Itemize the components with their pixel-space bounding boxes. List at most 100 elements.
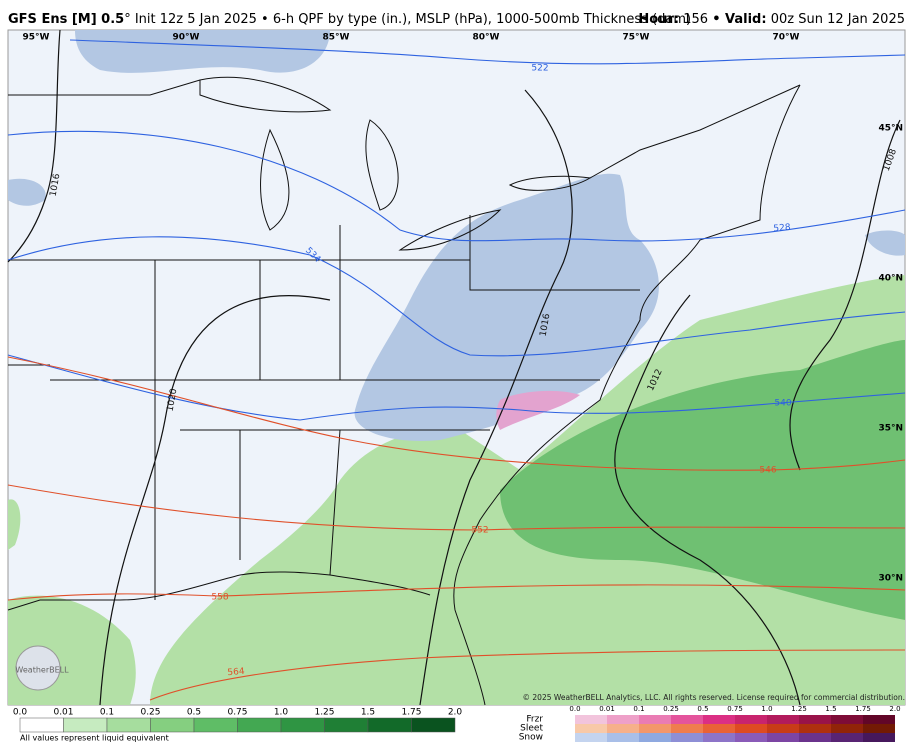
type-swatch (703, 724, 735, 733)
precip-type: Frzr (526, 715, 543, 725)
thickness-label: 564 (227, 667, 245, 678)
lon-label: 95°W (23, 33, 50, 43)
precip-type: Sleet (520, 724, 543, 734)
rain-tick: 2.0 (448, 708, 463, 718)
thickness-label: 522 (531, 64, 548, 74)
thickness-label: 540 (774, 399, 791, 409)
model: GFS Ens [M] 0.5 (8, 12, 124, 27)
rain-tick: 0.25 (140, 708, 160, 718)
type-swatch (607, 733, 639, 742)
precip-type: Snow (519, 733, 543, 743)
copyright: © 2025 WeatherBELL Analytics, LLC. All r… (523, 693, 905, 702)
title: GFS Ens [M] 0.5° Init 12z 5 Jan 2025 • 6… (8, 12, 691, 27)
rain-tick: 0.01 (53, 708, 73, 718)
type-tick: 1.25 (791, 705, 807, 713)
type-swatch (671, 733, 703, 742)
rain-swatch (193, 717, 238, 733)
type-swatch (831, 724, 863, 733)
borders (7, 76, 801, 706)
thickness (7, 39, 906, 701)
type-swatch (863, 733, 895, 742)
type-swatch (799, 715, 831, 724)
thickness-label: 552 (471, 526, 488, 536)
rain-tick: 0.1 (100, 708, 114, 718)
type-swatch (639, 724, 671, 733)
rain-swatch (324, 717, 369, 733)
type-swatch (607, 724, 639, 733)
rain-swatch (63, 717, 108, 733)
lon-label: 90°W (173, 33, 200, 43)
type-swatch (767, 715, 799, 724)
map: WeatherBELL © 2025 WeatherBELL Analytics… (7, 29, 906, 706)
type-tick: 2.0 (889, 705, 900, 713)
logo-mark (15, 645, 61, 691)
lon-label: 80°W (473, 33, 500, 43)
rain-tick: 1.25 (314, 708, 334, 718)
type-swatch (703, 733, 735, 742)
isobar-label: 1016 (539, 313, 553, 338)
thickness-label: 558 (211, 593, 228, 603)
type-swatch (799, 733, 831, 742)
lon-label: 75°W (623, 33, 650, 43)
type-swatch (767, 724, 799, 733)
lon-label: 70°W (773, 33, 800, 43)
type-swatch (575, 724, 607, 733)
rain-swatch (106, 717, 151, 733)
type-swatch (703, 715, 735, 724)
valid: 00z Sun 12 Jan 2025 (771, 12, 905, 27)
thickness-label: 528 (773, 223, 791, 234)
type-swatch (735, 724, 767, 733)
type-swatch (575, 715, 607, 724)
rain-tick: 1.5 (361, 708, 375, 718)
type-swatch (735, 733, 767, 742)
rain-tick: 0.0 (13, 708, 28, 718)
hour-label: Hour: (638, 12, 679, 27)
isobar-label: 1020 (166, 388, 180, 413)
rain-tick: 0.5 (187, 708, 201, 718)
logo: WeatherBELL (15, 666, 69, 675)
rain-tick: 1.75 (401, 708, 421, 718)
legend: All values represent liquid equivalent 0… (13, 705, 901, 743)
rain-swatch (150, 717, 195, 733)
isobars (7, 29, 901, 706)
valid-info: Hour: 156 • Valid: 00z Sun 12 Jan 2025 (638, 12, 905, 27)
type-tick: 0.01 (599, 705, 615, 713)
rain-swatch (411, 717, 456, 733)
type-swatch (671, 715, 703, 724)
snow-area (8, 30, 905, 256)
rain-swatch (367, 717, 412, 733)
type-swatch (671, 724, 703, 733)
type-swatch (863, 715, 895, 724)
type-tick: 0.5 (697, 705, 708, 713)
lon-label: 85°W (323, 33, 350, 43)
type-swatch (799, 724, 831, 733)
type-swatch (831, 715, 863, 724)
type-swatch (831, 733, 863, 742)
isobar-label: 1016 (49, 173, 63, 198)
type-tick: 0.0 (569, 705, 580, 713)
type-swatch (607, 715, 639, 724)
type-tick: 0.75 (727, 705, 743, 713)
lat-label: 45°N (878, 124, 903, 134)
type-tick: 0.25 (663, 705, 679, 713)
lat-label: 30°N (878, 574, 903, 584)
valid-label: • Valid: (712, 12, 766, 27)
rain-swatch (280, 717, 325, 733)
rain-tick: 1.0 (274, 708, 289, 718)
type-swatch (639, 715, 671, 724)
thickness-label: 546 (759, 466, 776, 476)
type-tick: 1.0 (761, 705, 772, 713)
lat-label: 35°N (878, 424, 903, 434)
rain-heavy (500, 340, 905, 620)
rain-swatch (19, 717, 64, 733)
footnote: All values represent liquid equivalent (20, 734, 169, 743)
type-swatch (767, 733, 799, 742)
type-swatch (735, 715, 767, 724)
snow-area (354, 173, 659, 441)
type-swatch (575, 733, 607, 742)
type-tick: 1.75 (855, 705, 871, 713)
type-swatch (639, 733, 671, 742)
type-swatch (863, 724, 895, 733)
lat-label: 40°N (878, 274, 903, 284)
